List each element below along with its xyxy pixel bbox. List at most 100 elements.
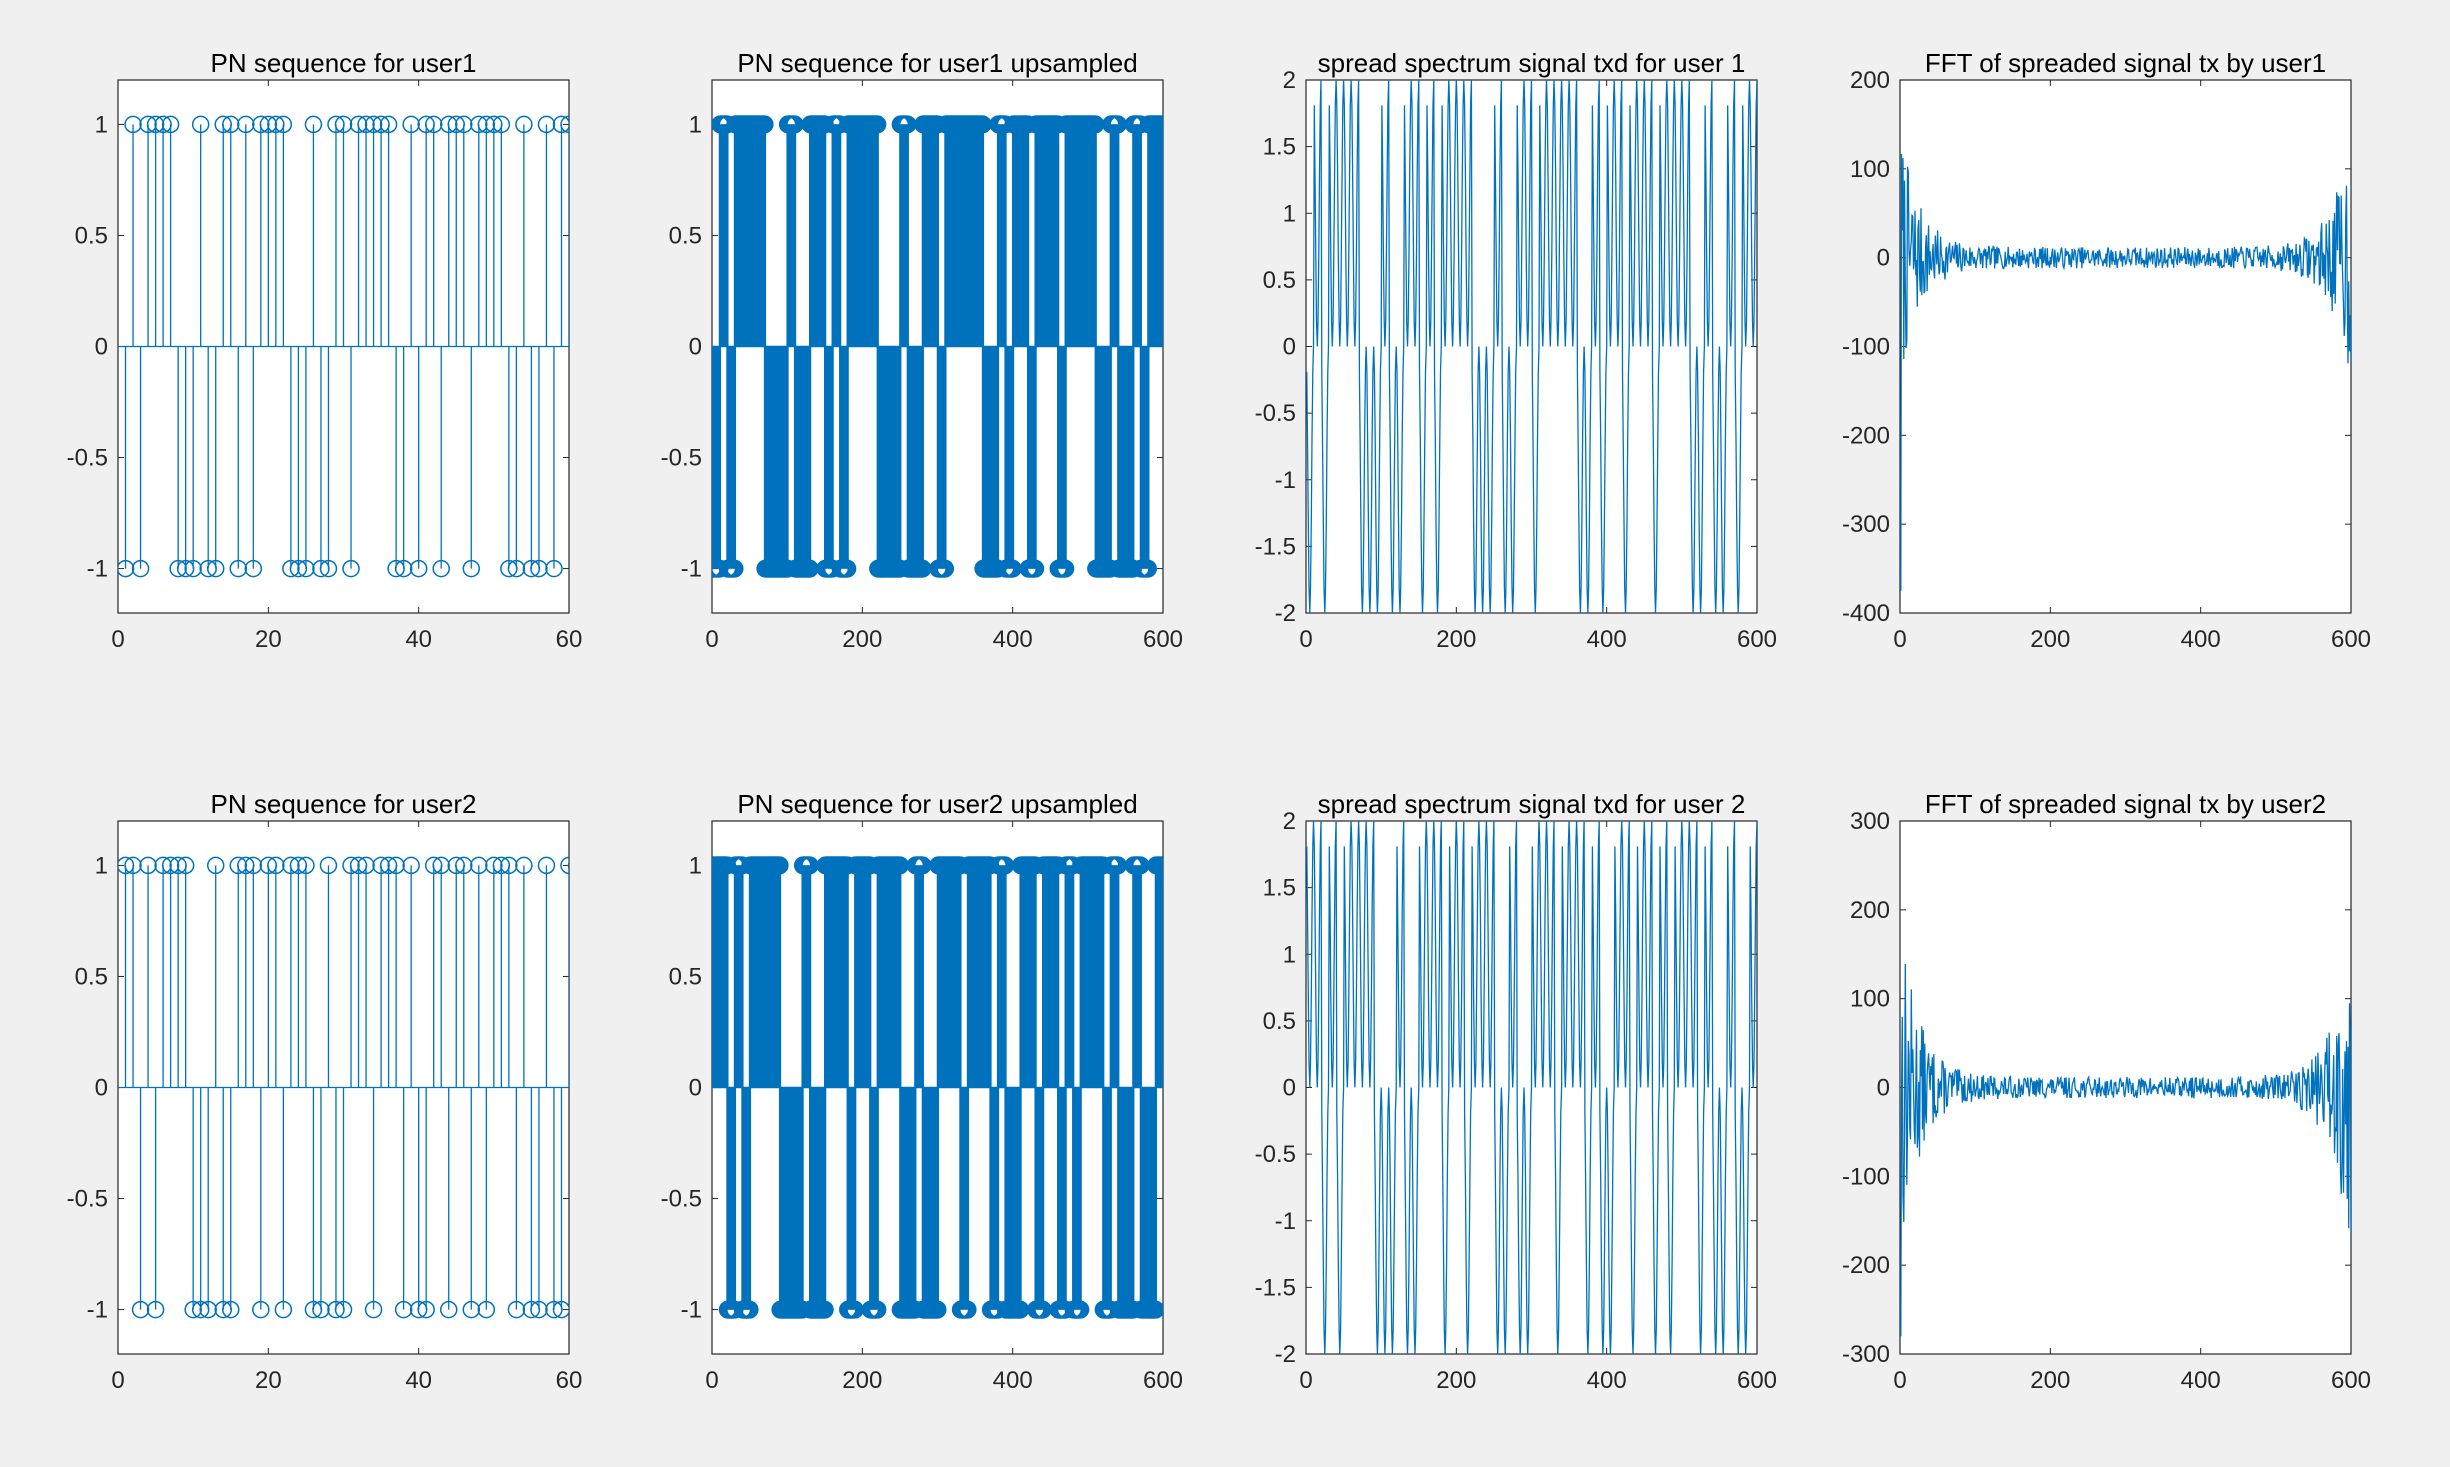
plot-area: [1306, 80, 1757, 613]
y-tick-label: 0.5: [75, 222, 108, 249]
x-tick-label: 0: [1299, 626, 1312, 653]
stem-marker: [417, 1300, 435, 1319]
stem-marker: [409, 559, 428, 578]
chart-pn-user1: PN sequence for user1 0 20 40 60 1 0.5 0 -0.5 -1: [67, 48, 583, 653]
stem-marker: [537, 856, 556, 875]
x-tick-label: 600: [1737, 626, 1777, 653]
stem-marker: [184, 559, 202, 578]
stem-marker: [958, 1300, 977, 1319]
stem-marker: [394, 559, 413, 578]
x-tick-label: 20: [255, 1367, 282, 1394]
stem-marker: [560, 856, 569, 875]
chart-title: PN sequence for user1 upsampled: [737, 48, 1137, 78]
x-tick-label: 400: [2181, 1367, 2221, 1394]
stem-marker: [1161, 860, 1163, 871]
stem-marker: [424, 115, 443, 134]
y-tick-label: 0: [1877, 245, 1890, 272]
y-tick-label: -0.5: [1255, 400, 1296, 427]
stem-marker: [432, 559, 450, 578]
stem-marker: [139, 856, 157, 875]
stem-marker: [131, 559, 150, 578]
chart-fft-user1: FFT of spreaded signal tx by user1 0 200 40…: [1842, 48, 2371, 653]
plot-area: [118, 115, 569, 578]
y-tick-label: -0.5: [661, 1186, 702, 1213]
fft-line: [1900, 963, 2351, 1337]
stem-marker: [334, 115, 353, 134]
x-tick-label: 200: [2030, 626, 2070, 653]
stem-marker: [402, 115, 420, 134]
chart-title: FFT of spreaded signal tx by user1: [1925, 48, 2326, 78]
x-tick-label: 200: [2030, 1367, 2070, 1394]
stem-marker: [131, 1300, 150, 1319]
axes-box: [1899, 79, 2352, 614]
x-tick-label: 60: [556, 626, 583, 653]
stem-marker: [379, 115, 398, 134]
plot-area: [712, 115, 1163, 578]
stem-marker: [868, 1300, 887, 1319]
y-tick-label: -0.5: [1255, 1141, 1296, 1168]
y-tick-label: 0: [1283, 1075, 1296, 1102]
x-tick-label: 600: [1143, 1367, 1183, 1394]
stem-marker: [1138, 559, 1157, 578]
y-tick-label: -1.5: [1255, 1274, 1296, 1301]
stem-marker: [567, 860, 569, 870]
y-tick-label: 100: [1850, 986, 1890, 1013]
stem-marker: [545, 559, 563, 578]
stem-marker: [364, 1300, 383, 1319]
x-tick-label: 400: [1587, 1367, 1627, 1394]
chart-title: PN sequence for user1: [211, 48, 477, 78]
y-tick-label: 200: [1850, 67, 1890, 94]
stem-marker: [740, 1300, 759, 1319]
y-tick-label: 1.5: [1263, 875, 1296, 902]
x-tick-label: 0: [1893, 1367, 1906, 1394]
y-tick-label: 1: [1283, 200, 1296, 227]
stem-marker: [244, 856, 263, 875]
x-tick-label: 0: [111, 626, 124, 653]
stem-marker: [515, 856, 533, 875]
y-tick-label: 2: [1283, 808, 1296, 835]
y-tick-label: -200: [1842, 1252, 1890, 1279]
y-tick-label: 0: [95, 1075, 108, 1102]
y-tick-label: 0: [689, 334, 702, 361]
y-tick-label: 1: [689, 111, 702, 138]
y-tick-label: -0.5: [67, 1186, 108, 1213]
y-tick-label: -300: [1842, 511, 1890, 538]
stem-marker: [319, 559, 338, 578]
stem-marker: [244, 559, 263, 578]
x-tick-label: 600: [2331, 1367, 2371, 1394]
y-tick-label: -1: [87, 556, 108, 583]
stem-marker: [118, 559, 135, 578]
stem-marker: [552, 115, 569, 134]
stem-marker: [146, 1300, 165, 1319]
chart-pn-user1-upsampled: PN sequence for user1 upsampled 0 200 400 60…: [661, 48, 1183, 653]
x-tick-label: 400: [993, 626, 1033, 653]
stem-marker: [252, 1300, 270, 1319]
stem-marker: [1160, 859, 1163, 872]
y-tick-label: -400: [1842, 600, 1890, 627]
stem-marker: [470, 856, 488, 875]
chart-title: spread spectrum signal txd for user 2: [1318, 789, 1746, 819]
x-tick-label: 600: [1737, 1367, 1777, 1394]
stem-marker: [560, 115, 569, 134]
stem-marker: [462, 1300, 481, 1319]
stem-marker: [552, 1300, 569, 1319]
y-tick-label: -0.5: [67, 445, 108, 472]
stem-marker: [124, 856, 142, 875]
stem-marker: [402, 856, 420, 875]
stem-marker: [319, 856, 338, 875]
y-tick-label: -1: [681, 556, 702, 583]
plot-area: [712, 856, 1163, 1319]
x-tick-label: 40: [405, 1367, 432, 1394]
y-tick-label: -2: [1275, 600, 1296, 627]
y-tick-label: 0: [1283, 334, 1296, 361]
y-tick-label: 0.5: [1263, 1008, 1296, 1035]
stem-marker: [304, 115, 323, 134]
stem-marker: [206, 559, 225, 578]
stem-marker: [725, 559, 744, 578]
stem-marker: [928, 1300, 947, 1319]
chart-title: PN sequence for user2: [211, 789, 477, 819]
signal-line: [1306, 821, 1757, 1354]
stem-marker: [1056, 559, 1075, 578]
chart-pn-user2-upsampled: PN sequence for user2 upsampled 0 200 400 60…: [661, 789, 1183, 1394]
